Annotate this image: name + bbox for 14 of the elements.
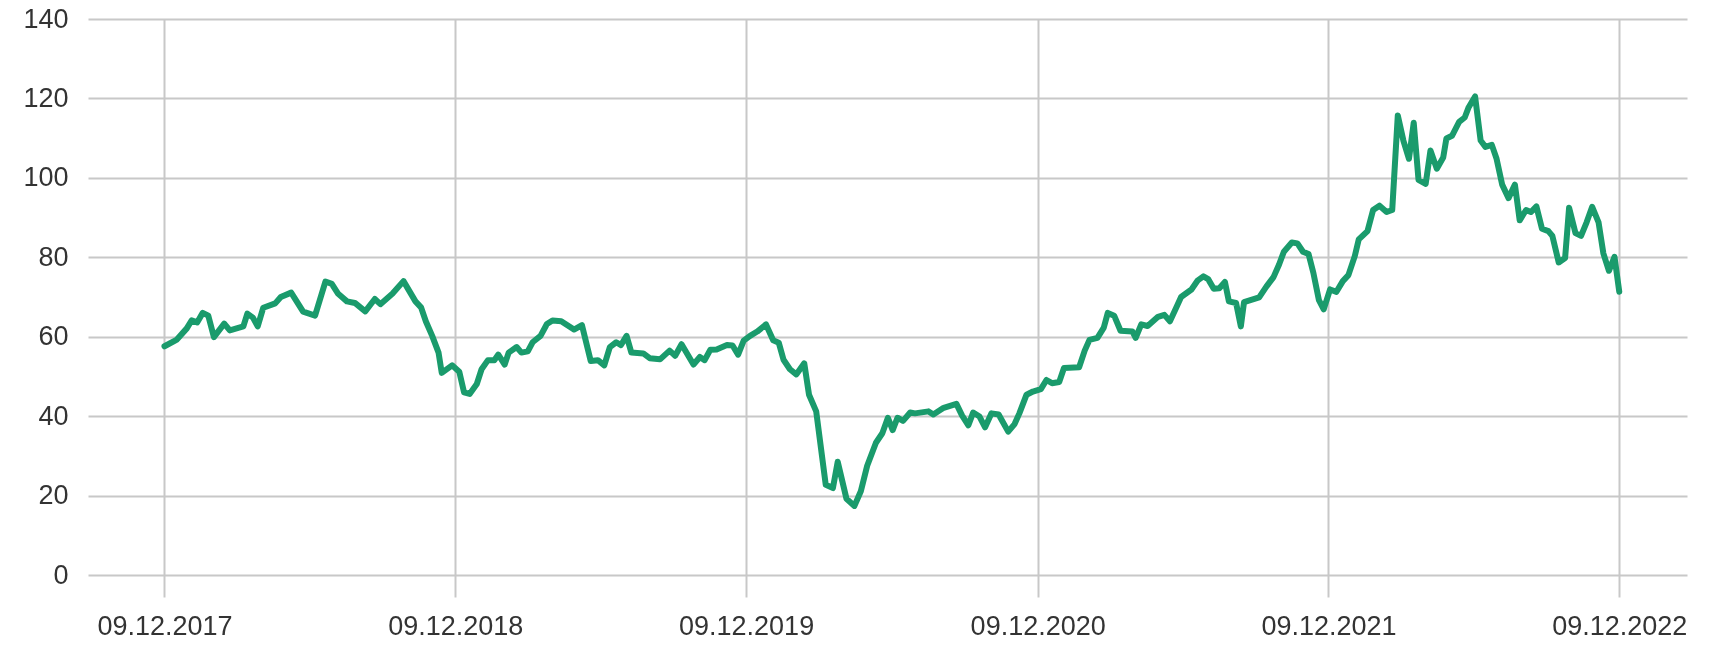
x-tick-label: 09.12.2021 xyxy=(1261,610,1397,641)
y-tick-label: 140 xyxy=(23,3,69,34)
y-tick-label: 120 xyxy=(23,82,69,113)
x-tick-label: 09.12.2019 xyxy=(679,610,815,641)
y-tick-label: 60 xyxy=(38,321,69,352)
y-tick-label: 40 xyxy=(38,400,69,431)
x-tick-label: 09.12.2020 xyxy=(970,610,1106,641)
x-tick-label: 09.12.2017 xyxy=(97,610,233,641)
y-tick-label: 100 xyxy=(23,162,69,193)
x-tick-label: 09.12.2022 xyxy=(1552,610,1688,641)
y-tick-label: 0 xyxy=(53,559,69,590)
y-tick-label: 80 xyxy=(38,241,69,272)
x-tick-label: 09.12.2018 xyxy=(388,610,524,641)
y-tick-label: 20 xyxy=(38,480,69,511)
